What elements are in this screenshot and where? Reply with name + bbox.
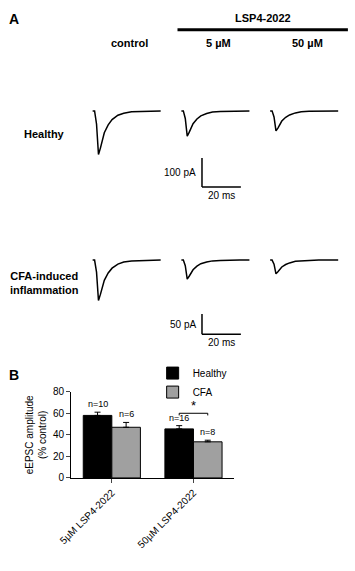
svg-text:CFA: CFA (193, 387, 213, 398)
svg-text:40: 40 (53, 429, 65, 440)
svg-text:50µM LSP4-2022: 50µM LSP4-2022 (135, 487, 198, 550)
svg-text:B: B (9, 367, 19, 383)
svg-text:50 pA: 50 pA (170, 319, 196, 330)
svg-text:*: * (191, 398, 196, 413)
svg-text:80: 80 (53, 386, 65, 397)
svg-text:50 µM: 50 µM (292, 37, 323, 49)
svg-text:Healthy: Healthy (24, 128, 65, 140)
svg-text:5µM LSP4-2022: 5µM LSP4-2022 (58, 487, 117, 546)
svg-text:control: control (111, 37, 148, 49)
svg-text:20: 20 (53, 451, 65, 462)
svg-text:20 ms: 20 ms (208, 337, 235, 348)
svg-text:eEPSC amplitude(% control): eEPSC amplitude(% control) (24, 395, 48, 474)
svg-text:CFA-inducedinflammation: CFA-inducedinflammation (10, 270, 79, 296)
svg-text:n=10: n=10 (88, 399, 108, 409)
svg-text:100 pA: 100 pA (164, 167, 196, 178)
svg-text:0: 0 (58, 472, 64, 483)
svg-text:A: A (9, 11, 19, 27)
svg-text:n=8: n=8 (200, 427, 215, 437)
svg-text:60: 60 (53, 408, 65, 419)
svg-text:n=16: n=16 (169, 413, 189, 423)
svg-text:n=6: n=6 (119, 409, 134, 419)
svg-text:20 ms: 20 ms (208, 190, 235, 201)
svg-text:LSP4-2022: LSP4-2022 (235, 12, 291, 24)
svg-text:5 µM: 5 µM (206, 37, 231, 49)
svg-text:Healthy: Healthy (193, 368, 227, 379)
